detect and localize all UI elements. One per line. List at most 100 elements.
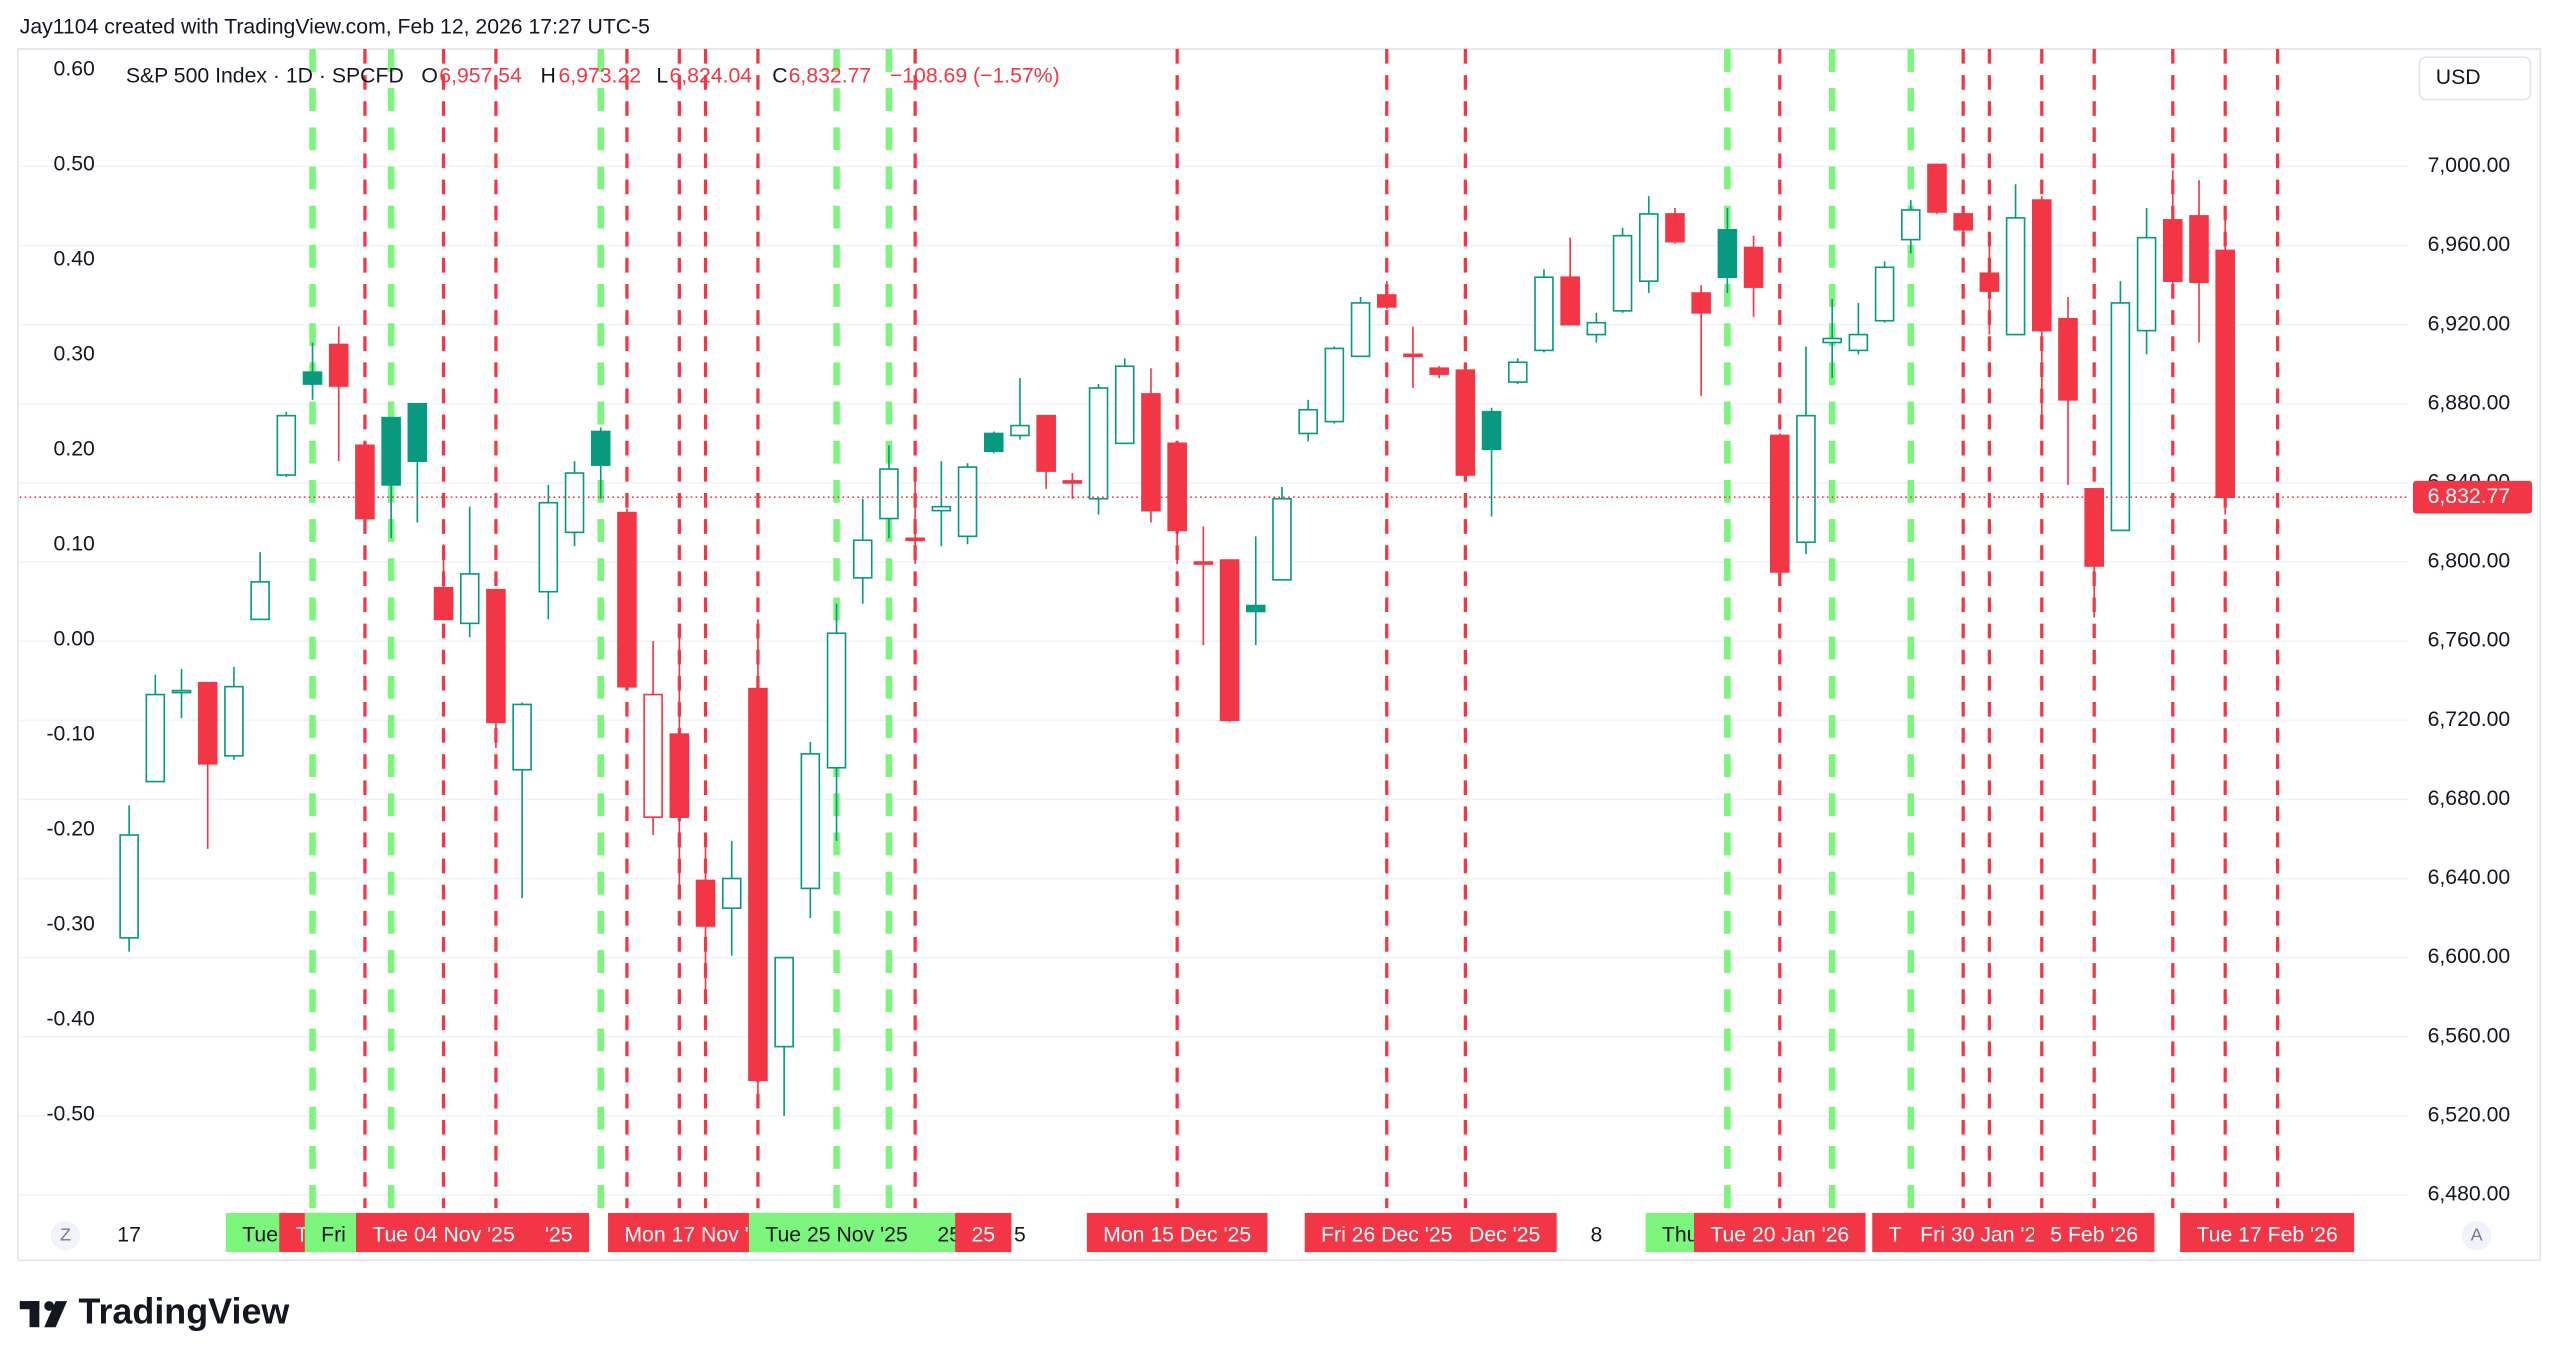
y2-tick-label: -0.40 [46,1008,94,1031]
candle-body [1141,393,1161,512]
y-tick-label: 6,720.00 [2428,708,2511,731]
candle-body [512,703,532,771]
x-date-label: Tue 17 Feb '26 [2196,1223,2337,1246]
x-date-box [748,1212,925,1253]
scale-button-label[interactable]: Z [60,1225,71,1245]
candle-body [1796,414,1816,544]
candle-body [459,573,480,625]
candle-body [2136,236,2157,332]
y2-tick-label: 0.20 [54,437,95,460]
candle-body [905,537,925,542]
candle-body [1560,276,1580,326]
candle-body [486,588,506,724]
x-date-label: Mon 15 Dec '25 [1103,1223,1251,1246]
candle-body [1979,272,2000,292]
legend-h-label: H [540,64,555,87]
y-tick-label: 6,880.00 [2428,391,2511,414]
candle-body [2189,215,2209,284]
legend-c-label: C [772,64,787,87]
y2-tick-label: 0.10 [54,533,95,556]
candle-body [931,505,952,512]
auto-button[interactable] [2461,1221,2492,1251]
candle-body [1193,561,1214,565]
candle-body [957,466,978,538]
scale-button[interactable] [50,1221,81,1251]
candle-body [1822,337,1842,344]
candle-body [1272,497,1292,581]
candle-body [538,501,559,593]
candle-body [852,539,873,579]
currency[interactable]: USD [2436,66,2481,89]
y2-tick-label: 0.30 [54,342,95,365]
x-date-box [955,1212,1012,1253]
candle-body [1743,246,1764,288]
x-date-label: Dec '25 [1469,1223,1540,1246]
x-date-box [1304,1212,1469,1253]
x-date-box [608,1212,777,1253]
candle-body [407,402,428,462]
y-tick-label: 6,920.00 [2428,312,2511,335]
candle-body [2058,317,2078,401]
candle-body [1717,228,1738,279]
x-date-label: Tue [242,1223,278,1246]
x-date-box [2180,1212,2355,1253]
auto-button-label[interactable]: A [2471,1225,2483,1245]
y-tick-label: 6,640.00 [2428,866,2511,889]
candle-body [1167,442,1187,532]
y-tick-label: 6,760.00 [2428,629,2511,652]
candle-body [1691,292,1711,314]
last-price-label: 6,832.77 [2428,485,2511,508]
candle-body [145,693,166,783]
currency-box[interactable] [2418,56,2532,101]
x-date-label: '25 [545,1223,573,1246]
candle-body [1114,365,1135,445]
candle-body [2215,249,2235,499]
candle-body [355,444,375,520]
legend-change: −108.69 (−1.57%) [890,64,1060,87]
candle-body [1848,333,1869,352]
x-date-label: Tue 20 Jan '26 [1710,1223,1849,1246]
candle-body [1403,353,1423,358]
candle-body [643,693,663,819]
candle-body [250,581,270,621]
candle-body [381,416,401,486]
candle-body [1429,367,1449,375]
last-price-box [2412,480,2533,514]
y2-tick-label: -0.50 [46,1103,94,1126]
candle-body [748,687,768,1082]
y2-tick-label: 0.60 [54,57,95,80]
x-date-box [355,1212,532,1253]
candle-body [1010,424,1030,437]
x-date-label: Fri 26 Dec '25 [1321,1223,1452,1246]
candle-body [983,432,1004,453]
candle-body [1219,559,1240,722]
candle-body [1507,361,1528,383]
x-date-label: Fri [321,1223,346,1246]
y-tick-label: 6,520.00 [2428,1103,2511,1126]
legend-c: 6,832.77 [789,64,872,87]
credit: Jay1104 created with TradingView.com, Fe… [20,15,650,38]
x-date-label: Mon 17 Nov '2 [624,1223,760,1246]
candle-body [302,371,323,385]
x-date-label: 5 Feb '26 [2050,1223,2138,1246]
y2-tick-label: 0.50 [54,152,95,175]
candle-body [1245,604,1266,613]
logo-icon [19,1301,68,1328]
legend-symbol: S&P 500 Index · 1D · SPCFD [126,64,404,87]
candle-body [1324,347,1345,423]
x-tick-label: 8 [1590,1223,1602,1246]
y-tick-label: 6,680.00 [2428,787,2511,810]
x-date-box [304,1212,363,1253]
frame [17,48,2542,1262]
legend-o-label: O [421,64,438,87]
candle-body [564,472,585,534]
candle-body [1874,266,1895,322]
candle-body [1900,209,1921,241]
candle-body [617,511,637,688]
candle-body [721,877,742,909]
candle-body [1350,302,1371,358]
logo: TradingView [79,1291,290,1332]
candle-body [1534,276,1554,352]
